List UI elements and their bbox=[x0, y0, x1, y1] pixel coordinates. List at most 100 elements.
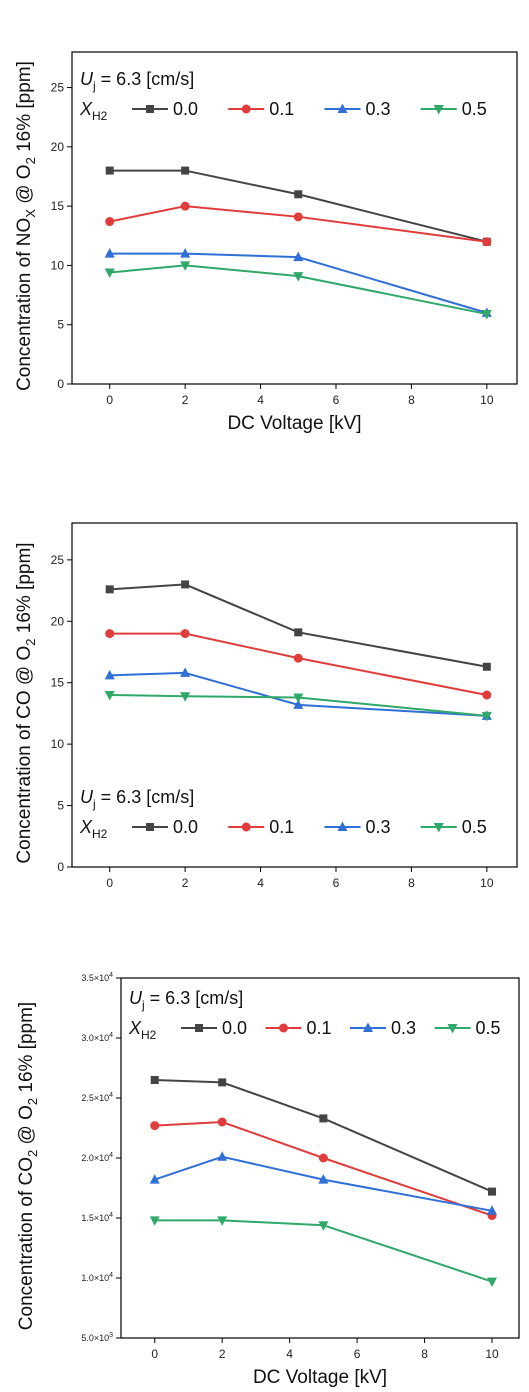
series-line bbox=[154, 1155, 493, 1212]
series-line bbox=[109, 632, 488, 696]
series-0.1 bbox=[150, 1117, 497, 1221]
data-point bbox=[487, 1277, 498, 1288]
legend-label: 0.0 bbox=[173, 99, 198, 119]
legend-label: 0.0 bbox=[173, 817, 198, 837]
legend-label: 0.1 bbox=[269, 99, 294, 119]
data-point bbox=[481, 310, 492, 320]
x-tick-label: 10 bbox=[480, 876, 494, 890]
x-tick-label: 2 bbox=[182, 876, 189, 890]
x-tick-label: 8 bbox=[421, 1347, 428, 1361]
legend: Uj = 6.3 [cm/s] XH2 0.0 0.1 0.3 0.5 bbox=[79, 787, 487, 841]
y-tick-label: 10 bbox=[51, 258, 65, 272]
series-line bbox=[109, 671, 487, 717]
legend-entry: 0.3 bbox=[324, 817, 391, 837]
legend-marker bbox=[363, 1022, 373, 1032]
series-line bbox=[109, 205, 487, 243]
y-tick-label: 1.5×104 bbox=[81, 1212, 113, 1223]
y-tick-label: 0 bbox=[57, 377, 64, 391]
data-point bbox=[293, 693, 304, 703]
legend-entry: 0.5 bbox=[420, 817, 487, 837]
x-tick-label: 4 bbox=[286, 1347, 293, 1361]
series-line bbox=[154, 1120, 493, 1217]
x-tick-label: 2 bbox=[219, 1347, 226, 1361]
legend-label: 0.1 bbox=[269, 817, 294, 837]
series-line bbox=[109, 264, 488, 316]
y-tick-label: 20 bbox=[51, 614, 65, 628]
legend: Uj = 6.3 [cm/s] XH2 0.0 0.1 0.3 0.5 bbox=[79, 69, 487, 123]
data-point bbox=[180, 201, 190, 211]
legend-xh2: XH2 bbox=[79, 817, 108, 841]
x-tick-label: 4 bbox=[257, 393, 264, 407]
data-point bbox=[105, 217, 115, 227]
data-point bbox=[318, 1153, 328, 1163]
legend-xh2: XH2 bbox=[128, 1018, 157, 1042]
x-tick-label: 6 bbox=[354, 1347, 361, 1361]
legend-entry: 0.1 bbox=[228, 99, 294, 119]
data-point bbox=[217, 1216, 228, 1226]
y-tick-label: 2.5×104 bbox=[81, 1092, 113, 1103]
legend-entry: 0.0 bbox=[181, 1018, 247, 1038]
legend-xh2: XH2 bbox=[79, 99, 108, 123]
legend-marker bbox=[433, 105, 444, 115]
legend-entry: 0.3 bbox=[324, 99, 391, 119]
legend-velocity: Uj = 6.3 [cm/s] bbox=[80, 787, 194, 811]
x-tick-label: 0 bbox=[106, 393, 113, 407]
y-axis-label: Concentration of CO @ O2 16% [ppm] bbox=[14, 542, 38, 863]
y-tick-label: 3.0×104 bbox=[81, 1032, 113, 1043]
legend-velocity: Uj = 6.3 [cm/s] bbox=[80, 69, 194, 93]
legend-label: 0.0 bbox=[222, 1018, 247, 1038]
data-point bbox=[180, 692, 191, 702]
data-point bbox=[319, 1114, 328, 1123]
data-point bbox=[104, 268, 115, 279]
x-tick-label: 0 bbox=[151, 1347, 158, 1361]
x-tick-label: 8 bbox=[408, 876, 415, 890]
y-tick-label: 0 bbox=[57, 860, 64, 874]
data-point bbox=[181, 166, 190, 175]
series-line bbox=[109, 583, 488, 668]
legend-entry: 0.1 bbox=[228, 817, 294, 837]
legend-marker bbox=[241, 104, 251, 114]
series-0.1 bbox=[105, 201, 492, 247]
data-point bbox=[482, 690, 492, 700]
legend-entry: 0.0 bbox=[132, 817, 198, 837]
data-point bbox=[149, 1174, 160, 1184]
data-point bbox=[180, 667, 191, 677]
x-tick-label: 6 bbox=[333, 393, 340, 407]
data-point bbox=[488, 1187, 497, 1196]
legend-marker bbox=[279, 1023, 288, 1033]
data-point bbox=[293, 272, 304, 282]
legend-velocity: Uj = 6.3 [cm/s] bbox=[129, 988, 243, 1012]
y-tick-label: 5.0×103 bbox=[81, 1332, 113, 1343]
series-line bbox=[109, 169, 488, 243]
series-line bbox=[154, 1079, 493, 1193]
y-tick-label: 3.5×104 bbox=[81, 972, 113, 983]
legend-label: 0.1 bbox=[307, 1018, 332, 1038]
legend-label: 0.3 bbox=[366, 99, 391, 119]
series-0.3 bbox=[149, 1151, 498, 1215]
y-axis-label: Concentration of NOX @ O2 16% [ppm] bbox=[14, 61, 38, 391]
data-point bbox=[150, 1121, 160, 1131]
nox-chart: 0 2 4 6 8 10 0 5 10 15 20 25 DC Voltage [kV] Concentr… bbox=[14, 51, 518, 434]
x-tick-label: 8 bbox=[408, 393, 415, 407]
legend-entry: 0.3 bbox=[350, 1018, 416, 1038]
data-point bbox=[217, 1117, 227, 1127]
data-point bbox=[293, 212, 303, 222]
legend-marker bbox=[447, 1024, 458, 1034]
series-0.0 bbox=[150, 1076, 497, 1196]
data-point bbox=[293, 653, 303, 663]
legend-marker bbox=[146, 823, 154, 831]
data-point bbox=[181, 580, 190, 589]
series-0.1 bbox=[105, 629, 492, 700]
data-point bbox=[105, 585, 114, 594]
data-point bbox=[150, 1076, 159, 1084]
legend-label: 0.5 bbox=[462, 99, 487, 119]
series-0.0 bbox=[105, 580, 491, 671]
y-tick-label: 5 bbox=[57, 318, 64, 332]
co2-chart: 0 2 4 6 8 10 5.0×103 1.0×104 1.5×104 2.0×104 2.5×1… bbox=[16, 972, 520, 1388]
x-axis-label: DC Voltage [kV] bbox=[253, 1367, 387, 1388]
y-tick-label: 20 bbox=[51, 140, 65, 154]
legend-marker bbox=[241, 822, 251, 832]
y-tick-label: 5 bbox=[57, 799, 64, 813]
data-point bbox=[104, 691, 115, 701]
